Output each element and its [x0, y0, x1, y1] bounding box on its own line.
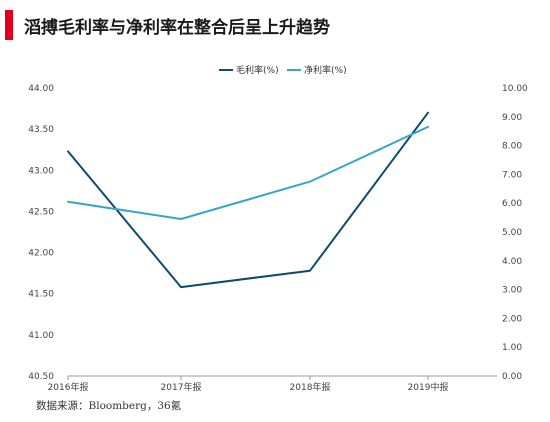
- y-left-tick-label: 42.00: [28, 249, 54, 259]
- y-right-tick-label: 5.00: [502, 228, 522, 238]
- y-right-tick-label: 1.00: [502, 343, 522, 353]
- y-left-tick-label: 43.50: [28, 125, 54, 135]
- title-accent-bar: [5, 10, 13, 40]
- title-bar: 滔搏毛利率与净利率在整合后呈上升趋势: [0, 8, 550, 42]
- y-right-tick-label: 9.00: [502, 113, 522, 123]
- y-right-tick-label: 10.00: [502, 84, 528, 94]
- legend-label: 净利率(%): [304, 64, 347, 76]
- y-right-tick-label: 6.00: [502, 199, 522, 209]
- y-right-tick-label: 2.00: [502, 314, 522, 324]
- y-left-tick-label: 43.00: [28, 166, 54, 176]
- y-right-tick-label: 8.00: [502, 142, 522, 152]
- series-line-gross-margin: [67, 111, 429, 289]
- source-note: 数据来源：Bloomberg，36氪: [36, 400, 182, 412]
- y-right-tick-label: 4.00: [502, 257, 522, 267]
- y-right-tick-label: 3.00: [502, 286, 522, 296]
- x-tick-label: 2019中报: [408, 381, 449, 393]
- chart-title: 滔搏毛利率与净利率在整合后呈上升趋势: [24, 18, 330, 38]
- y-left-tick-label: 41.50: [28, 290, 54, 300]
- x-tick-label: 2017年报: [161, 381, 202, 393]
- y-left-tick-label: 44.00: [28, 84, 54, 94]
- y-right-tick-label: 7.00: [502, 170, 522, 180]
- y-right-tick-label: 0.00: [502, 372, 522, 382]
- y-left-tick-label: 41.00: [28, 331, 54, 341]
- y-left-tick-label: 42.50: [28, 207, 54, 217]
- series-line-net-margin: [67, 125, 429, 220]
- x-tick-label: 2018年报: [290, 381, 331, 393]
- y-left-tick-label: 40.50: [28, 372, 54, 382]
- x-tick-label: 2016年报: [48, 381, 89, 393]
- legend-label: 毛利率(%): [236, 64, 279, 76]
